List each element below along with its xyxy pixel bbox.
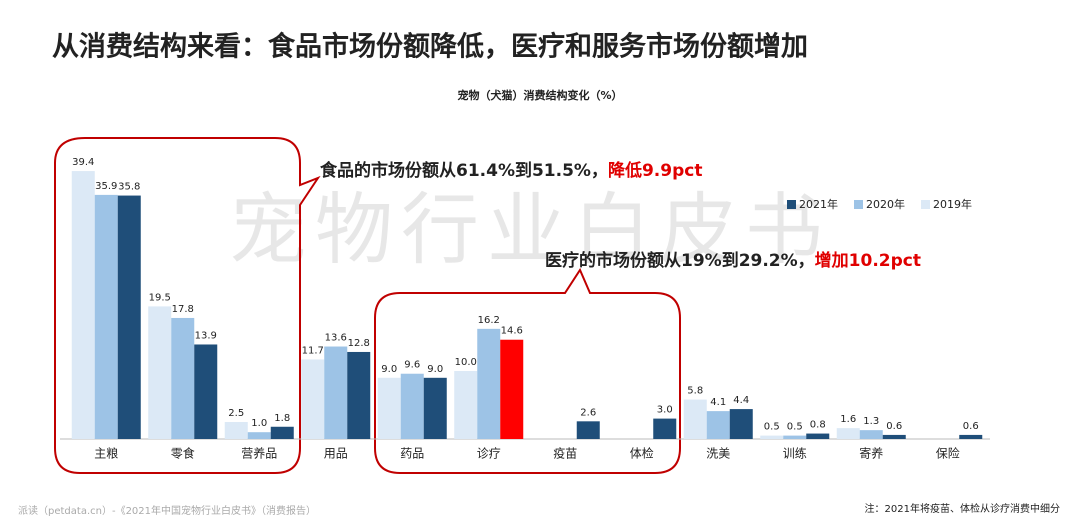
bar <box>224 422 248 439</box>
bar <box>760 435 784 439</box>
x-tick-label: 主粮 <box>94 446 118 461</box>
value-label: 11.7 <box>302 345 324 356</box>
x-tick-label: 零食 <box>171 446 195 461</box>
x-tick-label: 用品 <box>324 447 348 461</box>
chart-title: 宠物（犬猫）消费结构变化（%） <box>457 88 622 102</box>
bar <box>477 328 501 439</box>
source: 派读（petdata.cn）-《2021年中国宠物行业白皮书》（消费报告） <box>18 504 316 517</box>
bar <box>71 171 95 439</box>
value-label: 2.5 <box>228 408 244 419</box>
legend-label: 2021年 <box>799 197 838 211</box>
annotation: 医疗的市场份额从19%到29.2%，增加10.2pct <box>545 250 921 271</box>
value-label: 9.0 <box>381 364 397 375</box>
bar <box>729 409 753 439</box>
legend-swatch <box>921 200 930 209</box>
x-tick-label: 营养品 <box>241 446 277 461</box>
callout-box <box>374 267 681 474</box>
bar <box>576 421 600 439</box>
bar <box>859 430 883 439</box>
bar <box>301 359 325 439</box>
legend-label: 2019年 <box>933 197 972 211</box>
value-label: 0.6 <box>886 421 902 432</box>
value-label: 1.0 <box>251 418 267 429</box>
bar <box>94 194 118 439</box>
watermark: 宠物行业白皮书 <box>229 185 831 275</box>
value-label: 0.5 <box>787 422 803 433</box>
value-label: 12.8 <box>348 338 370 349</box>
bar <box>270 426 294 439</box>
value-label: 17.8 <box>172 304 194 315</box>
value-label: 13.9 <box>195 330 217 341</box>
x-tick-label: 诊疗 <box>477 447 501 461</box>
value-label: 9.6 <box>404 360 420 371</box>
bar <box>377 377 401 439</box>
heading: 从消费结构来看：食品市场份额降低，医疗和服务市场份额增加 <box>52 31 808 63</box>
bar <box>653 418 677 439</box>
value-label: 14.6 <box>501 326 523 337</box>
bar <box>836 428 860 439</box>
bar <box>423 377 447 439</box>
note: 注：2021年将疫苗、体检从诊疗消费中细分 <box>865 502 1060 515</box>
bar <box>959 434 983 439</box>
bar <box>148 306 172 439</box>
x-tick-label: 洗美 <box>706 447 730 461</box>
bar <box>194 344 218 439</box>
x-tick-label: 体检 <box>630 446 654 461</box>
value-label: 2.6 <box>580 407 596 418</box>
bar <box>683 399 707 439</box>
value-label: 35.9 <box>95 181 117 192</box>
value-label: 19.5 <box>149 292 171 303</box>
bar <box>324 346 348 439</box>
value-label: 3.0 <box>657 405 673 416</box>
bar <box>500 339 524 439</box>
value-label: 0.8 <box>810 420 826 431</box>
value-label: 4.4 <box>733 395 749 406</box>
bar <box>783 435 807 439</box>
bar <box>117 195 141 439</box>
x-tick-label: 疫苗 <box>553 446 577 461</box>
bar <box>247 432 271 439</box>
value-label: 9.0 <box>427 364 443 375</box>
legend-swatch <box>787 200 796 209</box>
bar <box>806 433 830 439</box>
value-label: 1.8 <box>274 413 290 424</box>
x-tick-label: 训练 <box>783 446 807 461</box>
legend-swatch <box>854 200 863 209</box>
value-label: 1.6 <box>840 414 856 425</box>
value-label: 10.0 <box>455 357 477 368</box>
bar <box>706 411 730 439</box>
bar <box>882 434 906 439</box>
callout-box <box>54 137 321 474</box>
legend-label: 2020年 <box>866 197 905 211</box>
x-tick-label: 药品 <box>400 447 424 461</box>
bar <box>400 373 424 439</box>
bar <box>347 351 371 439</box>
value-label: 16.2 <box>478 315 500 326</box>
value-label: 4.1 <box>710 397 726 408</box>
value-label: 0.5 <box>764 422 780 433</box>
value-label: 39.4 <box>72 157 94 168</box>
value-label: 35.8 <box>118 182 140 193</box>
value-label: 0.6 <box>963 421 979 432</box>
annotation: 食品的市场份额从61.4%到51.5%，降低9.9pct <box>320 160 702 181</box>
value-label: 13.6 <box>325 333 347 344</box>
x-tick-label: 寄养 <box>859 446 883 461</box>
x-tick-label: 保险 <box>936 446 960 461</box>
value-label: 1.3 <box>863 416 879 427</box>
value-label: 5.8 <box>687 386 703 397</box>
bar <box>454 371 478 439</box>
bar <box>171 317 195 439</box>
